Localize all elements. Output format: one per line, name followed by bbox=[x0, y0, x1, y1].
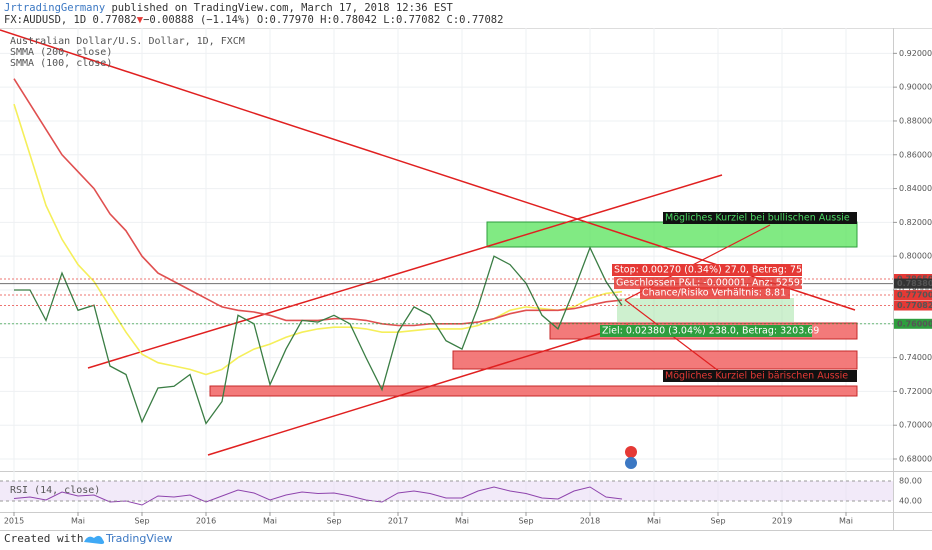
header-line: JrtradingGermany published on TradingVie… bbox=[4, 2, 454, 14]
event-icons bbox=[625, 446, 637, 469]
price-tag bbox=[894, 300, 932, 311]
x-tick-label: Sep bbox=[326, 517, 341, 526]
legend-entry: SMMA (200, close) bbox=[10, 47, 112, 58]
price-tag bbox=[894, 278, 932, 289]
annotation-box bbox=[663, 212, 857, 224]
annotation-box bbox=[640, 287, 790, 299]
annotation: Mögliches Kurziel bei bullischen Aussie bbox=[665, 213, 850, 224]
y-tick-label: 0.88000 bbox=[899, 116, 932, 125]
y-tick-label: 0.82000 bbox=[899, 218, 932, 227]
y-tick-label: 0.70000 bbox=[899, 421, 932, 430]
drawings bbox=[0, 29, 858, 456]
annotation: Mögliches Kurziel bei bärischen Aussie bbox=[665, 371, 848, 382]
x-tick-label: 2017 bbox=[388, 517, 408, 526]
x-tick-label: Mai bbox=[71, 517, 85, 526]
change-arrow: ▼ bbox=[137, 14, 144, 26]
author: JrtradingGermany bbox=[4, 2, 105, 14]
x-tick-label: Sep bbox=[134, 517, 149, 526]
quote-line: FX:AUDUSD, 1D 0.77082▼−0.00888 (−1.14%) … bbox=[4, 14, 503, 26]
x-tick-label: Mai bbox=[647, 517, 661, 526]
y-tick-label: 0.90000 bbox=[899, 83, 932, 92]
annotation: Geschlossen P&L: -0.00001, Anz: 52592 bbox=[616, 278, 806, 289]
profit-zone bbox=[617, 298, 794, 322]
logo bbox=[84, 535, 105, 544]
rsi-pane bbox=[0, 480, 893, 506]
axes: 0.68000 0.70000 0.72000 0.74000 0.76000 0.780… bbox=[4, 49, 932, 526]
y-tick-label: 0.84000 bbox=[899, 184, 932, 193]
annotation-box bbox=[600, 325, 812, 337]
smma-line bbox=[13, 103, 623, 376]
y-tick-label: 0.80000 bbox=[899, 252, 932, 261]
event-icon bbox=[625, 446, 637, 458]
price-tag bbox=[894, 318, 932, 329]
footer-created: Created with bbox=[4, 532, 83, 545]
price-tag-label: 0.77700 bbox=[897, 291, 932, 300]
change: −0.00888 (−1.14%) O:0.77970 H:0.78042 L:… bbox=[143, 14, 503, 26]
rsi-tick-label: 40.00 bbox=[899, 497, 922, 506]
x-tick-label: 2016 bbox=[196, 517, 216, 526]
annotation-box bbox=[614, 277, 802, 289]
annotation: Chance/Risiko Verhältnis: 8.81 bbox=[642, 288, 786, 299]
rsi-tick-label: 80.00 bbox=[899, 477, 922, 486]
trendline bbox=[0, 29, 856, 311]
event-icon bbox=[625, 457, 637, 469]
trendline bbox=[207, 324, 629, 456]
x-tick-label: Sep bbox=[518, 517, 533, 526]
price-tag-label: 0.77082 bbox=[897, 301, 932, 310]
x-tick-label: 2019 bbox=[772, 517, 792, 526]
price-tag-label: 0.76000 bbox=[897, 319, 932, 328]
x-tick-label: Mai bbox=[455, 517, 469, 526]
labels: Australian Dollar/U.S. Dollar, 1D, FXCMS… bbox=[10, 36, 857, 496]
price-line bbox=[14, 246, 623, 425]
annotation-box bbox=[663, 370, 857, 382]
rsi-line bbox=[13, 486, 623, 506]
y-tick-label: 0.86000 bbox=[899, 150, 932, 159]
price-tag bbox=[894, 290, 932, 301]
y-tick-label: 0.74000 bbox=[899, 353, 932, 362]
smma-line bbox=[13, 78, 623, 327]
x-tick-label: Mai bbox=[839, 517, 853, 526]
x-tick-label: Mai bbox=[263, 517, 277, 526]
target-zone bbox=[486, 221, 858, 248]
legend-entry: Australian Dollar/U.S. Dollar, 1D, FXCM bbox=[10, 36, 245, 47]
y-tick-label: 0.92000 bbox=[899, 49, 932, 58]
legend-entry: SMMA (100, close) bbox=[10, 58, 112, 69]
annotation: Ziel: 0.02380 (3.04%) 238.0, Betrag: 320… bbox=[602, 326, 819, 337]
x-tick-label: 2018 bbox=[580, 517, 600, 526]
footer-brand: TradingView bbox=[105, 532, 172, 545]
y-tick-label: 0.68000 bbox=[899, 455, 932, 464]
price-tag-label: 0.78380 bbox=[897, 279, 932, 288]
x-tick-label: 2015 bbox=[4, 517, 24, 526]
quote: FX:AUDUSD, 1D 0.77082 bbox=[4, 14, 137, 26]
published: published on TradingView.com, March 17, … bbox=[111, 2, 453, 14]
y-tick-label: 0.72000 bbox=[899, 387, 932, 396]
annotation-box bbox=[612, 264, 802, 276]
x-tick-label: Sep bbox=[710, 517, 725, 526]
zone bbox=[452, 350, 858, 370]
annotation: Stop: 0.00270 (0.34%) 27.0, Betrag: 750 bbox=[614, 265, 808, 276]
trendline bbox=[87, 174, 723, 369]
y-tick-label: 0.78000 bbox=[899, 285, 932, 294]
rsi-legend: RSI (14, close) bbox=[10, 485, 100, 496]
zone bbox=[209, 385, 858, 397]
